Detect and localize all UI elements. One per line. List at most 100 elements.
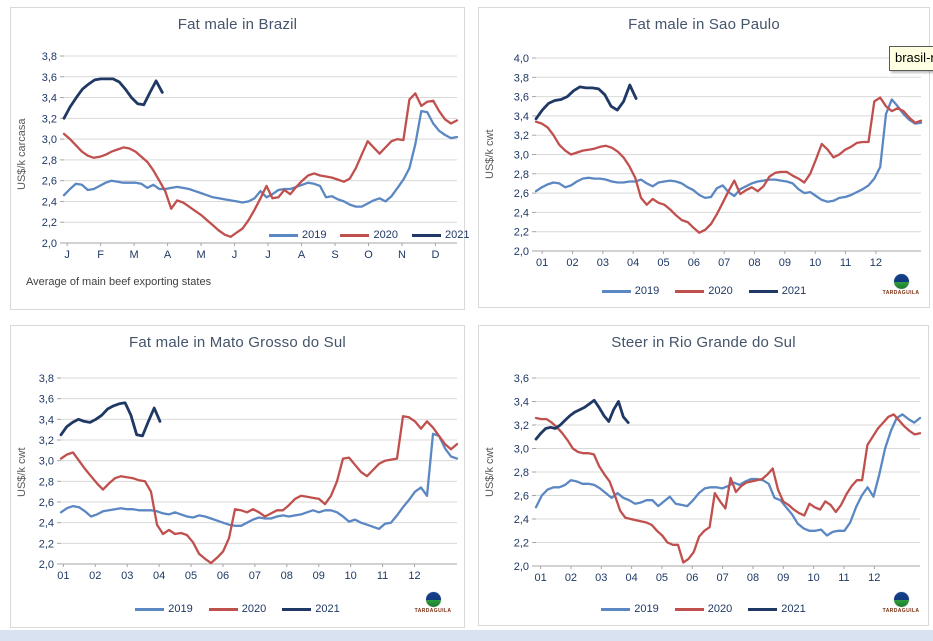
series-line-2021 [62,77,164,120]
y-tick-label: 2,8 [42,155,57,167]
legend-label: 2020 [241,603,267,615]
x-tick-label: M [130,249,139,261]
x-tick-label: J [265,249,271,261]
legend-item-2019: 2019 [269,229,326,241]
y-tick-label: 3,8 [39,373,54,385]
series-line-2020 [534,413,922,564]
x-tick-label: A [298,249,306,261]
legend-swatch-2021 [282,607,312,611]
x-tick-label: M [196,249,205,261]
x-tick-label: 06 [217,570,229,582]
chart-footnote: Average of main beef exporting states [26,276,212,288]
y-tick-label: 2,8 [514,169,529,181]
legend-label: 2021 [315,603,340,615]
x-tick-label: 11 [838,572,849,584]
series-line-2019 [534,98,923,203]
chart-panel-rio-grande: Steer in Rio Grande do Sul US$/k cwt 2,0… [478,325,929,626]
legend-item-2020: 2020 [208,603,267,615]
x-tick-label: 03 [597,257,609,269]
y-tick-label: 2,4 [514,207,529,219]
tardaguila-logo: TARDAGUILA [878,274,924,296]
x-tick-label: 12 [868,572,880,584]
x-tick-label: 01 [536,257,548,269]
y-tick-label: 2,4 [42,196,57,208]
x-tick-label: 01 [57,570,69,582]
x-tick-label: N [398,249,406,261]
chart-canvas-sao-paulo[interactable]: 2,0 2,2 2,4 2,6 2,8 3,0 3,2 3,4 3,6 3,8 4,0 01 02 03 0… [479,8,931,309]
series-line-2019 [59,432,459,531]
x-tick-label: 09 [779,257,791,269]
y-tick-label: 2,6 [514,491,529,503]
y-tick-label: 2,0 [39,559,54,571]
x-tick-label: 12 [408,570,420,582]
y-tick-label: 2,0 [514,246,529,258]
y-tick-label: 2,0 [42,238,57,250]
x-tick-label: 07 [249,570,261,582]
chart-title: Steer in Rio Grande do Sul [611,334,796,351]
y-tick-label: 2,4 [39,518,54,530]
x-tick-label: O [364,249,373,261]
bottom-scroll-strip [0,630,933,641]
legend-item-2020: 2020 [675,285,733,297]
y-tick-label: 3,0 [39,456,54,468]
chart-panel-sao-paulo: Fat male in Sao Paulo US$/k cwt 2,0 2,2 2,… [478,7,930,308]
x-tick-label: 10 [808,572,820,584]
legend-swatch-2019 [135,607,165,611]
x-tick-label: 02 [89,570,101,582]
y-tick-label: 2,0 [514,561,529,573]
legend-swatch-2021 [748,289,778,293]
legend-label: 2021 [444,229,470,241]
legend-swatch-2021 [748,607,778,611]
x-tick-label: 04 [153,570,165,582]
hover-tooltip: brasil-r [889,46,933,71]
legend-item-2019: 2019 [135,603,193,615]
y-tick-label: 3,0 [514,444,529,456]
chart-title: Fat male in Sao Paulo [628,16,780,33]
y-tick-label: 3,4 [39,414,54,426]
x-tick-label: 09 [313,570,325,582]
x-tick-label: J [64,249,70,261]
y-tick-label: 2,2 [514,227,529,239]
legend-label: 2021 [781,285,807,297]
x-tick-label: 02 [565,572,577,584]
chart-canvas-mato-grosso[interactable]: 2,0 2,2 2,4 2,6 2,8 3,0 3,2 3,4 3,6 3,8 01 02 03 04 05… [11,326,466,629]
x-tick-label: S [331,249,338,261]
legend-swatch-2019 [601,607,631,611]
y-tick-label: 2,6 [514,188,529,200]
x-tick-label: 03 [595,572,607,584]
x-tick-label: 08 [747,572,759,584]
y-tick-label: 3,6 [42,72,57,84]
x-tick-label: 09 [777,572,789,584]
x-tick-label: F [97,249,104,261]
series-line-2021 [59,401,162,438]
chart-canvas-rio-grande[interactable]: 2,0 2,2 2,4 2,6 2,8 3,0 3,2 3,4 3,6 01 02 03 04 05 06 0… [479,326,930,627]
series-line-2020 [62,92,459,238]
y-tick-label: 3,0 [514,150,529,162]
y-tick-label: 2,8 [39,476,54,488]
tardaguila-logo: TARDAGUILA [878,592,924,614]
x-tick-label: 03 [121,570,133,582]
y-tick-label: 2,8 [514,467,529,479]
x-tick-label: A [164,249,172,261]
series-line-2020 [534,96,923,234]
y-tick-label: 3,4 [42,93,57,105]
legend-label: 2019 [634,285,660,297]
tardaguila-globe-icon [893,274,909,289]
x-tick-label: 05 [657,257,669,269]
tardaguila-globe-icon [893,592,909,607]
chart-legend: 2019 2020 2021 [479,603,928,615]
x-tick-label: 05 [185,570,197,582]
y-tick-label: 3,2 [514,420,529,432]
chart-canvas-brazil[interactable]: 2,0 2,2 2,4 2,6 2,8 3,0 3,2 3,4 3,6 3,8 J F M A M J J A S O… [11,8,466,311]
series-line-2020 [59,415,459,565]
legend-item-2019: 2019 [601,603,659,615]
series-line-2019 [62,109,459,208]
chart-panel-brazil: Fat male in Brazil US$/k carcasa 2,0 2,2 2… [10,7,469,311]
tardaguila-logo: TARDAGUILA [410,592,456,614]
y-tick-label: 3,2 [39,435,54,447]
tardaguila-globe-icon [425,592,441,607]
y-tick-label: 3,8 [514,72,529,84]
tardaguila-logo-text: TARDAGUILA [882,608,920,614]
chart-legend: 2019 2020 2021 [479,285,929,297]
x-tick-label: 08 [748,257,760,269]
